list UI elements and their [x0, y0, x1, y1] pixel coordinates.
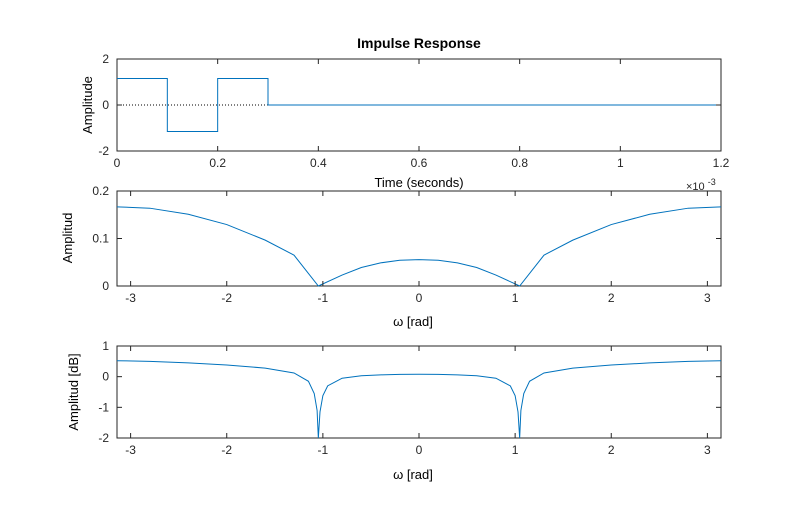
- x-tick-label-3-5: 2: [608, 443, 615, 457]
- x-tick-label-2-3: 0: [416, 291, 423, 305]
- x-tick-label-3-2: -1: [318, 443, 329, 457]
- y-tick-label-1-2: 2: [102, 52, 109, 66]
- x-tick-label-3-4: 1: [512, 443, 519, 457]
- y-tick-label-3-3: 1: [102, 339, 109, 353]
- x-tick-label-1-3: 0.6: [411, 156, 428, 170]
- magnitude-plot: -3 -2 -1 0 1 2 3 0 0.1 0.2 ×10 -3 ω [rad] Amplitu…: [60, 177, 722, 329]
- y-axis-label-1: Amplitude: [80, 76, 95, 134]
- y-axis-label-3: Amplitud [dB]: [66, 353, 81, 430]
- exponent-label: ×10 -3: [686, 177, 716, 193]
- y-tick-label-3-1: -1: [98, 400, 109, 414]
- x-tick-label-1-1: 0.2: [209, 156, 226, 170]
- exponent-base: ×10: [686, 181, 705, 193]
- x-tick-label-3-0: -3: [125, 443, 136, 457]
- x-tick-label-2-1: -2: [221, 291, 232, 305]
- y-tick-label-3-0: -2: [98, 431, 109, 445]
- x-tick-label-2-6: 3: [704, 291, 711, 305]
- x-tick-label-3-1: -2: [221, 443, 232, 457]
- y-tick-label-3-2: 0: [102, 370, 109, 384]
- x-tick-label-2-2: -1: [318, 291, 329, 305]
- x-tick-label-2-0: -3: [125, 291, 136, 305]
- x-axis-label-2: ω [rad]: [393, 314, 433, 329]
- magnitude-db-line: [116, 360, 722, 439]
- y-axis-label-2: Amplitud: [60, 213, 75, 264]
- y-tick-label-2-1: 0.1: [92, 232, 109, 246]
- x-tick-label-1-0: 0: [114, 156, 121, 170]
- magnitude-line: [116, 206, 722, 287]
- impulse-response-line: [117, 78, 721, 132]
- x-tick-label-3-3: 0: [416, 443, 423, 457]
- y-tick-label-1-0: -2: [98, 144, 109, 158]
- x-tick-label-1-5: 1: [617, 156, 624, 170]
- x-tick-label-1-4: 0.8: [511, 156, 528, 170]
- impulse-response-plot: 0 0.2 0.4 0.6 0.8 1 1.2 -2 0 2 Impulse Response T…: [80, 35, 730, 190]
- x-tick-label-1-2: 0.4: [310, 156, 327, 170]
- plot-area-3: [116, 345, 722, 439]
- x-tick-label-2-4: 1: [512, 291, 519, 305]
- x-axis-label-1: Time (seconds): [374, 175, 463, 190]
- y-tick-label-2-0: 0: [102, 279, 109, 293]
- plot-area-2: [116, 190, 722, 287]
- x-tick-label-1-6: 1.2: [713, 156, 730, 170]
- magnitude-db-plot: -3 -2 -1 0 1 2 3 -2 -1 0 1 ω [rad] Amplitud [dB]: [66, 339, 722, 482]
- y-tick-label-1-1: 0: [102, 98, 109, 112]
- x-axis-label-3: ω [rad]: [393, 467, 433, 482]
- chart-title: Impulse Response: [357, 35, 481, 51]
- y-tick-label-2-2: 0.2: [92, 184, 109, 198]
- x-tick-label-3-6: 3: [704, 443, 711, 457]
- exponent-power: -3: [708, 177, 716, 187]
- x-tick-label-2-5: 2: [608, 291, 615, 305]
